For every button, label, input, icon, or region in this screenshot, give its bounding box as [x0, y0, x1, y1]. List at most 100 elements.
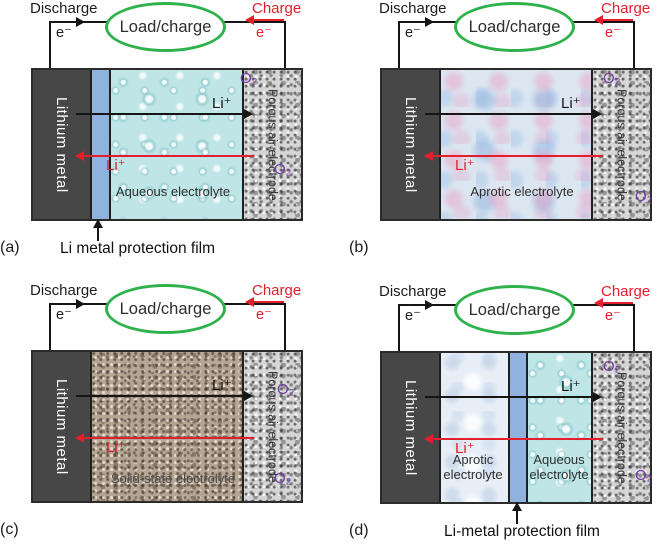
arrowhead-right-icon: [76, 299, 85, 309]
lithium-metal-electrode: Lithium metal: [33, 352, 90, 501]
electron-label-right: e⁻: [256, 307, 272, 323]
wire-left-vertical: [398, 305, 400, 352]
wire-right-vertical: [284, 304, 286, 351]
load-charge-label: Load/charge: [468, 17, 561, 36]
battery-cell: Lithium metal Porous air electrode: [380, 68, 652, 221]
lithium-metal-label: Lithium metal: [53, 96, 70, 193]
load-charge-oval: Load/charge: [454, 285, 575, 335]
lithium-metal-label: Lithium metal: [53, 378, 70, 475]
protection-film: [508, 353, 526, 502]
arrowhead-left-icon: [594, 298, 603, 308]
solid-state-electrolyte-region: [90, 352, 242, 501]
arrowhead-right-icon: [244, 391, 253, 401]
discharge-arrow: [399, 300, 434, 310]
oxygen-label-bottom: O₂: [274, 470, 292, 487]
porous-air-electrode: Porous air electrode: [242, 70, 301, 219]
lithium-metal-electrode: Lithium metal: [382, 353, 439, 502]
panel-b: Discharge Charge e⁻ e⁻ Load/charge Lithi…: [349, 0, 663, 261]
porous-air-electrode: Porous air electrode: [591, 353, 650, 502]
lithium-metal-label: Lithium metal: [402, 96, 419, 193]
battery-cell: Lithium metal Porous air electrode: [380, 351, 652, 504]
oxygen-label-bottom: O₂: [635, 188, 653, 205]
battery-cell: Lithium metal Porous air electrode: [31, 350, 303, 503]
arrowhead-left-icon: [594, 15, 603, 25]
porous-air-electrode: Porous air electrode: [591, 70, 650, 219]
wire-right-vertical: [284, 22, 286, 69]
load-charge-oval: Load/charge: [105, 2, 226, 52]
li-ion-charge-arrow: [424, 151, 603, 161]
oxygen-label-bottom: O₂: [635, 467, 653, 484]
arrowhead-right-icon: [76, 17, 85, 27]
porous-air-electrode-label: Porous air electrode: [265, 88, 280, 201]
discharge-arrow: [50, 299, 85, 309]
protection-film: [90, 70, 109, 219]
li-ion-charge-arrow: [424, 434, 603, 444]
wire-right-vertical: [633, 22, 635, 69]
electrolyte-caption: Aprotic electrolyte: [470, 184, 574, 199]
load-charge-label: Load/charge: [119, 299, 212, 318]
wire-left-vertical: [398, 22, 400, 69]
arrowhead-left-icon: [424, 434, 433, 444]
lithium-metal-label: Lithium metal: [402, 379, 419, 476]
arrowhead-left-icon: [245, 297, 254, 307]
li-ion-label-charge: Li⁺: [455, 157, 475, 174]
li-ion-charge-arrow: [75, 151, 254, 161]
charge-arrow: [245, 15, 284, 25]
charge-label: Charge: [601, 283, 651, 300]
panel-letter: (d): [349, 522, 369, 539]
load-charge-oval: Load/charge: [454, 2, 575, 52]
oxygen-label-top: O₂: [603, 358, 621, 375]
wire-left-vertical: [49, 304, 51, 351]
li-ion-discharge-arrow: [425, 392, 602, 402]
charge-label: Charge: [252, 282, 302, 299]
li-ion-discharge-arrow: [76, 391, 253, 401]
electron-label-right: e⁻: [605, 25, 621, 41]
oxygen-label-top: O₂: [277, 381, 295, 398]
charge-arrow: [594, 15, 633, 25]
wire-right-horizontal: [573, 21, 635, 23]
arrowhead-left-icon: [75, 151, 84, 161]
arrowhead-left-icon: [75, 433, 84, 443]
discharge-arrow: [50, 17, 85, 27]
electron-label-left: e⁻: [56, 307, 72, 323]
arrowhead-right-icon: [425, 300, 434, 310]
arrowhead-left-icon: [424, 151, 433, 161]
arrowhead-up-icon: [93, 219, 103, 228]
porous-air-electrode: Porous air electrode: [242, 352, 301, 501]
electrolyte-caption: Solid-state electrolyte: [110, 471, 236, 486]
discharge-arrow: [399, 17, 434, 27]
arrowhead-right-icon: [593, 109, 602, 119]
protection-film-annotation: Li metal protection film: [59, 240, 216, 257]
load-charge-label: Load/charge: [119, 17, 212, 36]
protection-film-pointer-arrow: [512, 502, 522, 524]
electron-label-left: e⁻: [405, 25, 421, 41]
lithium-metal-electrode: Lithium metal: [33, 70, 90, 219]
electron-label-right: e⁻: [256, 25, 272, 41]
li-ion-label-charge: Li⁺: [455, 440, 475, 457]
charge-arrow: [594, 298, 633, 308]
wire-right-horizontal: [224, 21, 286, 23]
panel-letter: (c): [0, 521, 19, 538]
panel-a: Discharge Charge e⁻ e⁻ Load/charge Lithi…: [0, 0, 314, 261]
discharge-label: Discharge: [30, 282, 98, 299]
panel-c: Discharge Charge e⁻ e⁻ Load/charge Lithi…: [0, 282, 314, 543]
aqueous-electrolyte-caption: Aqueous electrolyte: [529, 452, 589, 482]
protection-film-pointer-arrow: [93, 219, 103, 241]
li-ion-charge-arrow: [75, 433, 254, 443]
li-ion-label-charge: Li⁺: [106, 439, 126, 456]
porous-air-electrode-label: Porous air electrode: [265, 370, 280, 483]
wire-right-vertical: [633, 305, 635, 352]
oxygen-label-bottom: O₂: [274, 161, 292, 178]
oxygen-label-top: O₂: [603, 70, 621, 87]
discharge-label: Discharge: [30, 0, 98, 17]
arrowhead-right-icon: [425, 17, 434, 27]
load-charge-label: Load/charge: [468, 300, 561, 319]
electron-label-right: e⁻: [605, 308, 621, 324]
charge-label: Charge: [601, 0, 651, 17]
arrowhead-left-icon: [245, 15, 254, 25]
electron-label-left: e⁻: [405, 308, 421, 324]
lithium-metal-electrode: Lithium metal: [382, 70, 439, 219]
load-charge-oval: Load/charge: [105, 284, 226, 334]
oxygen-label-top: O₂: [240, 70, 258, 87]
charge-arrow: [245, 297, 284, 307]
